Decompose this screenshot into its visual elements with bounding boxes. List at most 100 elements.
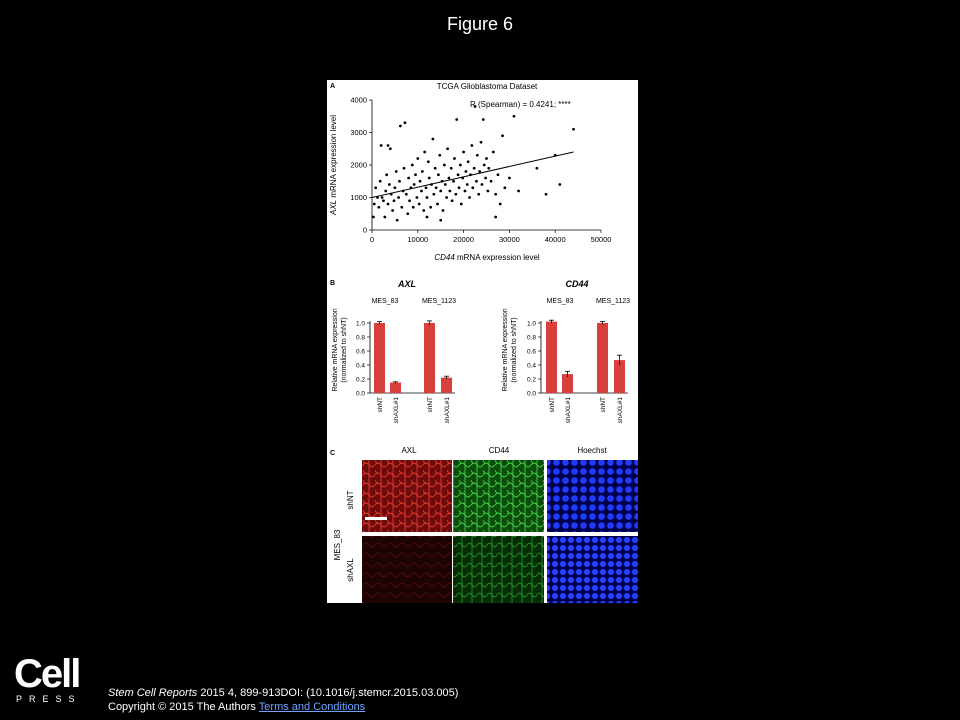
scatter-point [433,166,437,170]
scatter-point [465,183,469,186]
bar [562,374,573,393]
scatter-point [392,199,396,203]
scatter-point [384,189,388,193]
scatter-point [466,160,470,164]
bar-y-tick-label: 0.2 [527,376,536,383]
scatter-point [393,186,397,190]
scatter-x-tick-label: 30000 [499,235,520,244]
scatter-y-tick-label: 3000 [350,128,367,137]
scatter-point [431,137,435,141]
bar-chart-axl-title: AXL [397,279,416,289]
scatter-point [438,153,442,157]
bar-y-tick-label: 0.4 [527,362,536,369]
bar [597,323,608,393]
scatter-point [471,186,475,190]
scatter-point [487,166,491,170]
bar-y-tick-label: 0.0 [356,390,365,397]
bar-y-tick-label: 0.8 [527,334,536,341]
terms-link[interactable]: Terms and Conditions [258,701,366,713]
bar-y-tick-label: 0.8 [356,334,365,341]
bar [614,360,625,393]
scatter-point [517,189,520,193]
cell-press-logo: Cell PRESS [14,652,82,706]
spearman-annotation: R (Spearman) = 0.4241; **** [470,100,571,109]
scatter-trendline [371,151,574,198]
scatter-point [371,215,375,219]
bar [390,382,401,393]
scatter-point [414,173,417,177]
scatter-point [434,186,438,190]
scatter-y-tick-label: 2000 [350,161,367,170]
scatter-point [383,215,387,219]
bar-y-tick-label: 0.0 [527,390,536,397]
scatter-point [423,150,427,154]
scatter-y-ticks: 0 1000 2000 3000 4000 [350,96,372,235]
scatter-point [388,147,392,151]
bar [441,377,452,393]
scatter-point [512,114,516,118]
scatter-point [436,202,439,206]
citation-details: 2015 4, 899-913DOI: (10.1016/j.stemcr.20… [197,687,459,699]
scatter-point [464,170,468,173]
scatter-point [386,202,390,206]
bar-category-label: shAXL#1 [393,397,400,424]
scatter-point [491,150,495,154]
scatter-point [462,150,465,154]
bar-chart-axl: AXL MES_83 MES_1123 Relative mRNA expres… [332,279,456,423]
scatter-point [470,144,474,147]
bar-category-label: shNT [549,397,556,413]
scatter-point [415,196,419,199]
scatter-point [394,170,398,173]
bar-y-tick-label: 0.6 [356,348,365,355]
bar-category-label: shNT [377,397,384,413]
logo-main-text: Cell [14,652,81,696]
bar [374,323,385,393]
scatter-point [501,134,504,138]
scatter-x-tick-label: 50000 [591,235,612,244]
scatter-point [380,196,384,199]
scatter-point [398,179,401,183]
scatter-point [456,173,460,177]
micrograph-shnt-axl [362,460,452,532]
scatter-point [463,189,467,193]
scatter-point [408,199,411,203]
scatter-point [442,163,446,167]
scatter-point [437,173,440,177]
scatter-point [468,196,471,199]
scatter-point [395,218,399,222]
row-label-shnt: shNT [346,490,355,509]
scatter-point [458,163,462,167]
scatter-point [420,170,424,173]
scatter-point [378,179,382,183]
scatter-point [544,192,548,196]
scatter-point [482,163,486,167]
panel-b: B AXL MES_83 MES_1123 Relative mRNA expr… [330,279,630,423]
scatter-point [489,179,493,183]
scatter-point [477,192,481,196]
bar-y-tick-label: 0.4 [356,362,365,369]
micrograph-shaxl-axl [362,536,452,603]
scatter-point [472,166,476,170]
bar-y-tick-label: 0.2 [356,376,365,383]
panel-a-title: TCGA Glioblastoma Dataset [437,82,538,91]
scatter-point [426,160,430,164]
scatter-point [400,205,404,209]
panel-c: C AXL CD44 Hoechst MES_83 shNT shAXL [330,446,638,603]
logo-sub-text: PRESS [16,694,82,704]
scatter-point [449,166,453,170]
scatter-point [457,186,461,190]
group-label-mes1123-axl: MES_1123 [422,298,456,305]
scatter-point [372,202,376,206]
scatter-point [379,144,383,147]
scatter-point [503,186,507,190]
scatter-point [417,202,421,206]
scatter-point [496,173,500,177]
scatter-point [448,189,452,193]
scatter-point [439,189,443,193]
panel-c-letter: C [330,450,335,457]
bar-category-label: shNT [427,397,434,413]
scatter-point [391,209,395,212]
scatter-x-tick-label: 40000 [545,235,566,244]
scatter-point [498,202,502,206]
scatter-point [425,215,429,219]
